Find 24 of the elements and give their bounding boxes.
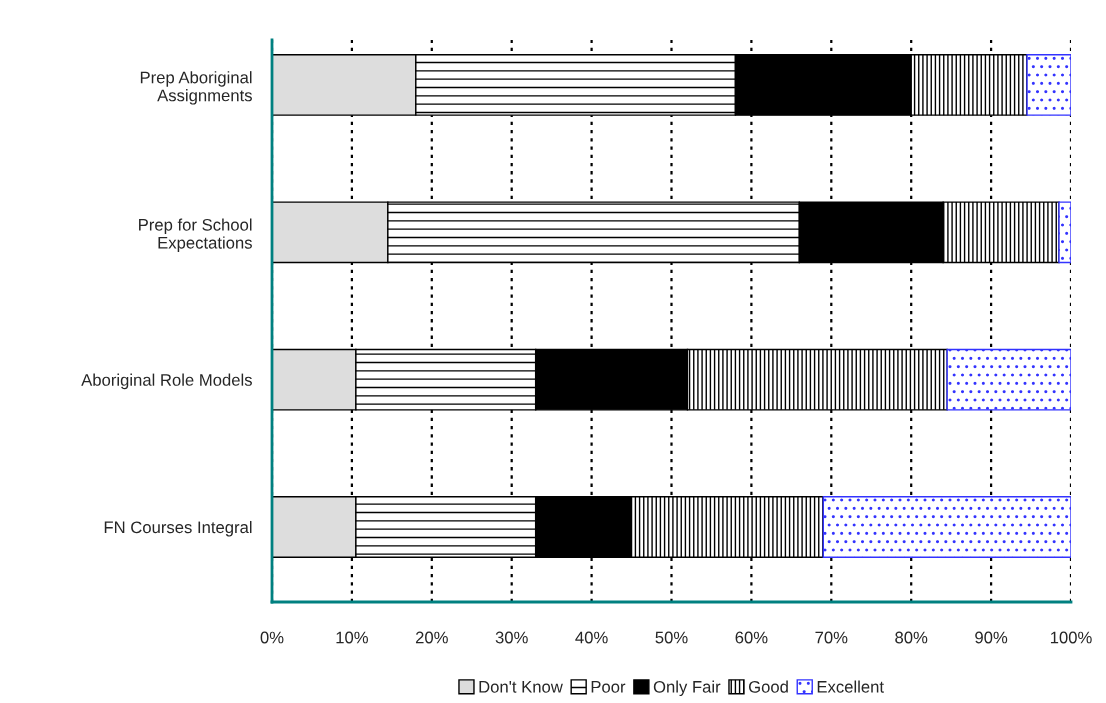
x-tick-label: 0% (260, 631, 284, 644)
x-tick-label: 100% (1050, 631, 1092, 644)
y-tick-label: Prep for School Expectations (139, 218, 252, 252)
x-tick-label: 60% (735, 631, 768, 644)
x-tick-label: 50% (655, 631, 688, 644)
bar (822, 496, 1071, 558)
legend-label: Don't Know (479, 681, 563, 693)
y-tick-label: Prep Aboriginal Assignments (140, 71, 252, 105)
x-tick-label: 70% (815, 631, 848, 644)
y-tick-label: FN Courses Integral (104, 520, 252, 537)
bar (946, 348, 1071, 411)
bar (1026, 54, 1071, 116)
bar (1058, 201, 1071, 264)
x-tick-label: 90% (975, 631, 1008, 644)
legend-label: Good (748, 680, 788, 693)
x-tick-label: 30% (495, 631, 528, 644)
y-tick-label: Aboriginal Role Models (81, 373, 252, 390)
x-tick-label: 80% (895, 631, 928, 644)
x-tick-label: 40% (575, 631, 608, 644)
x-tick-label: 20% (415, 631, 448, 644)
x-tick-label: 10% (336, 631, 368, 644)
legend-label: Only Fair (653, 680, 721, 697)
legend-label: Poor (591, 681, 626, 693)
legend-label: Excellent (817, 680, 884, 693)
